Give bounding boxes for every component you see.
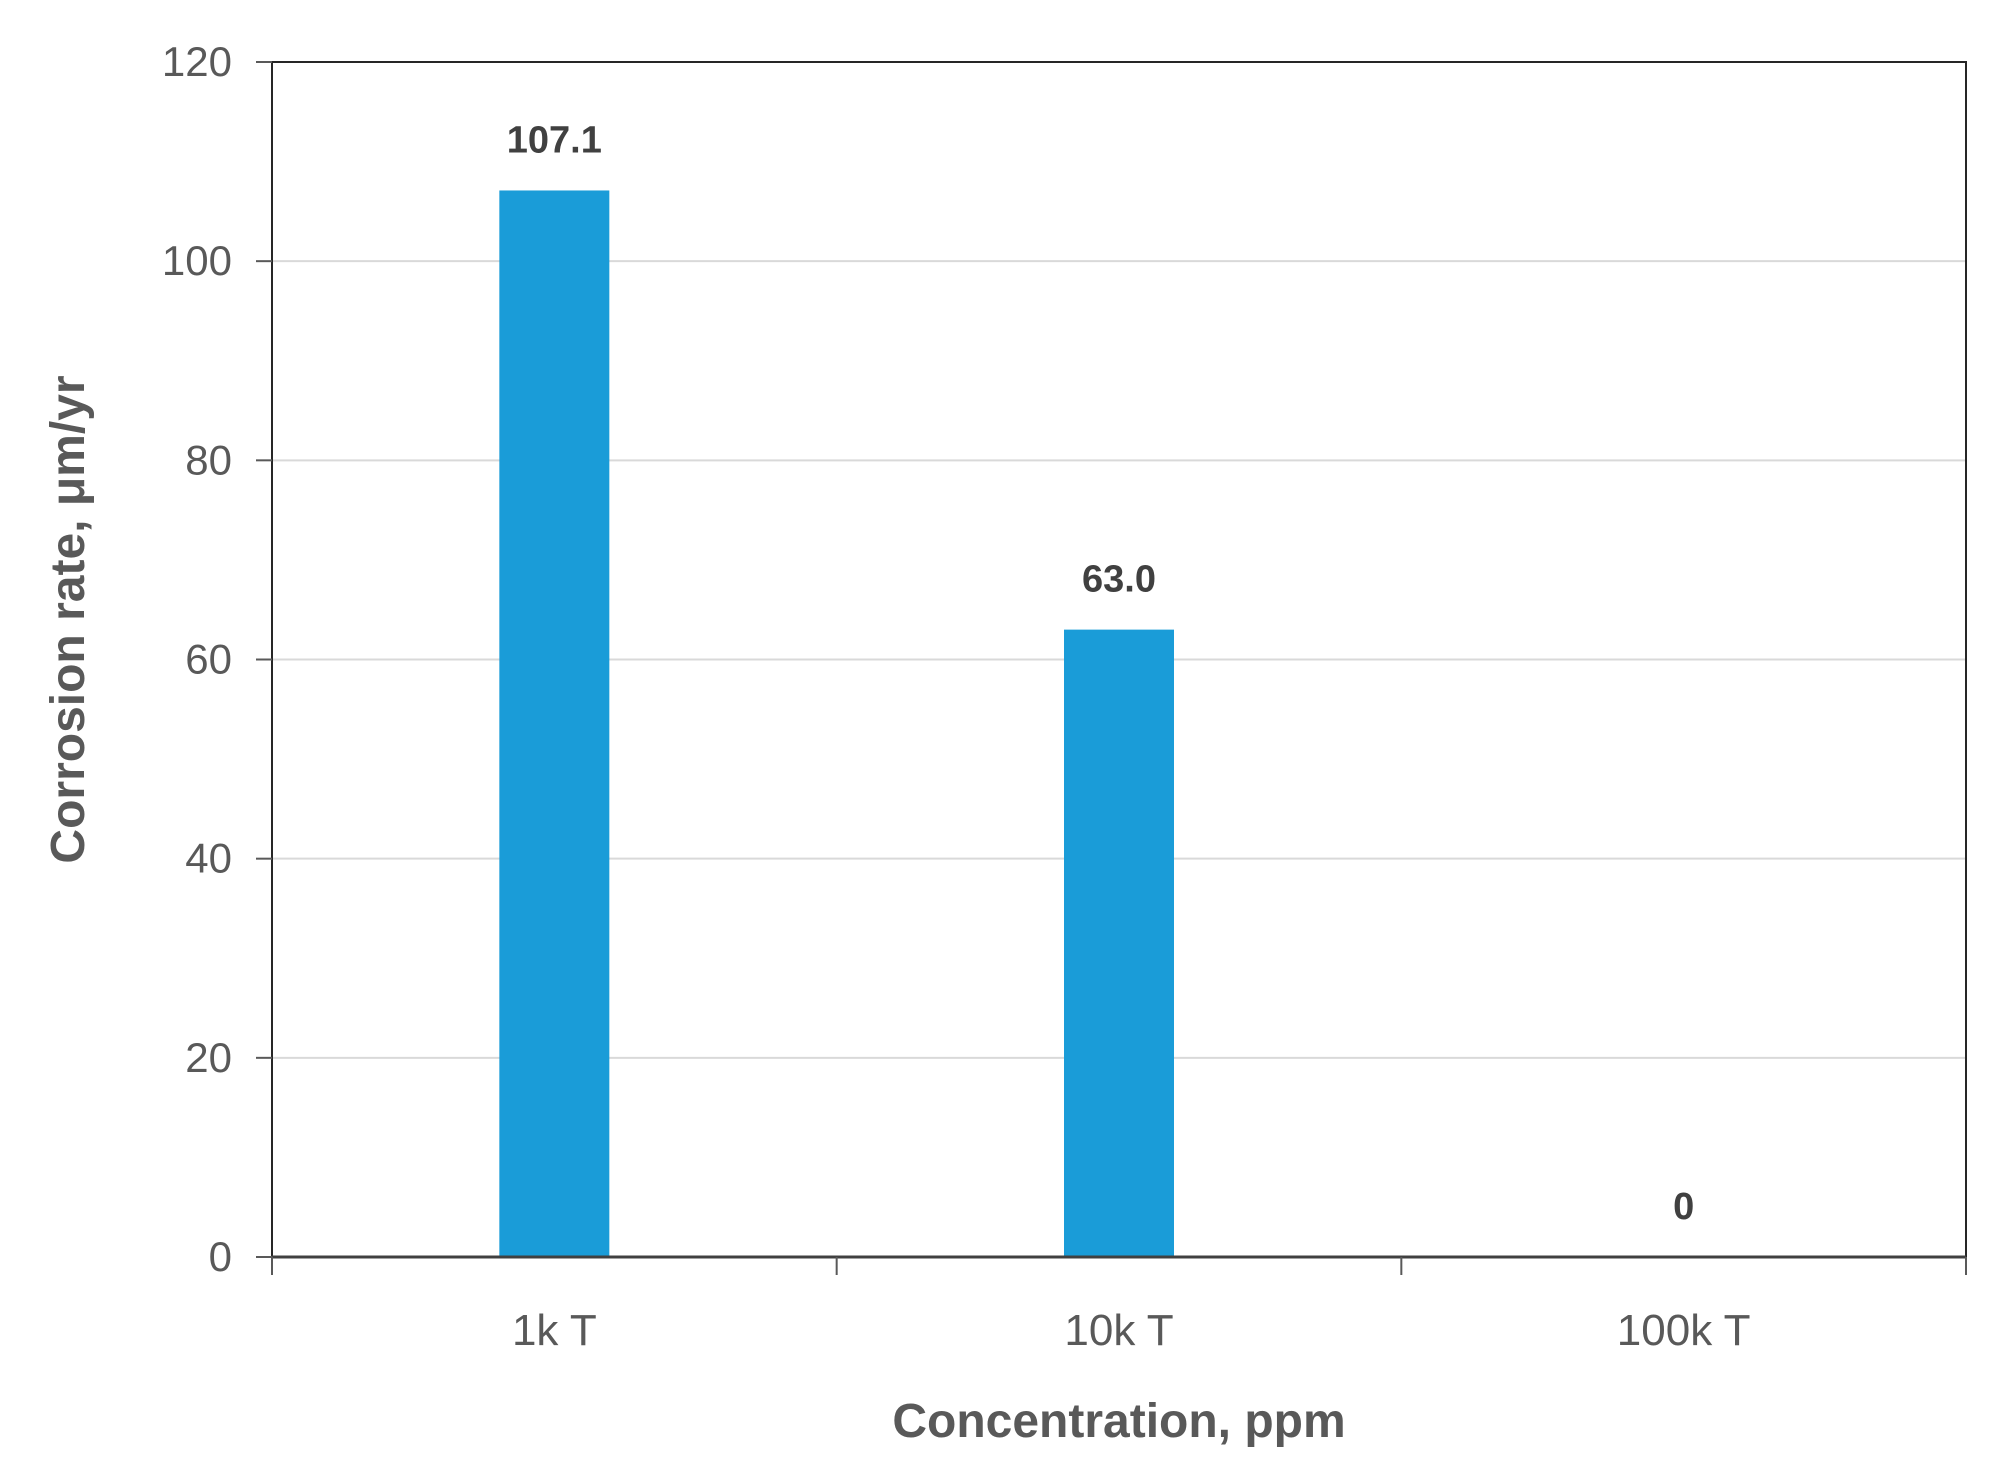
data-label-0: 107.1 <box>507 119 602 161</box>
data-labels: 107.1 63.0 0 <box>507 119 1694 1228</box>
x-tick-label-0: 1k T <box>512 1306 597 1355</box>
data-label-1: 63.0 <box>1082 559 1156 601</box>
bars <box>499 190 1174 1257</box>
bar-1 <box>1064 629 1174 1257</box>
x-tick-label-1: 10k T <box>1064 1306 1173 1355</box>
y-tick-label-120: 120 <box>162 38 232 85</box>
x-axis-title: Concentration, ppm <box>892 1395 1345 1448</box>
x-tick-label-2: 100k T <box>1617 1306 1751 1355</box>
y-tick-label-40: 40 <box>185 835 232 882</box>
y-tick-label-20: 20 <box>185 1034 232 1081</box>
data-label-2: 0 <box>1673 1186 1694 1228</box>
y-tick-label-100: 100 <box>162 237 232 284</box>
y-tick-label-0: 0 <box>209 1233 232 1280</box>
axes: 0 20 40 60 80 100 120 1k T 10k T 100k T <box>162 38 1967 1355</box>
bar-0 <box>499 190 610 1257</box>
y-tick-label-60: 60 <box>185 636 232 683</box>
y-tick-label-80: 80 <box>185 436 232 483</box>
y-axis-title: Corrosion rate, μm/yr <box>42 375 95 863</box>
